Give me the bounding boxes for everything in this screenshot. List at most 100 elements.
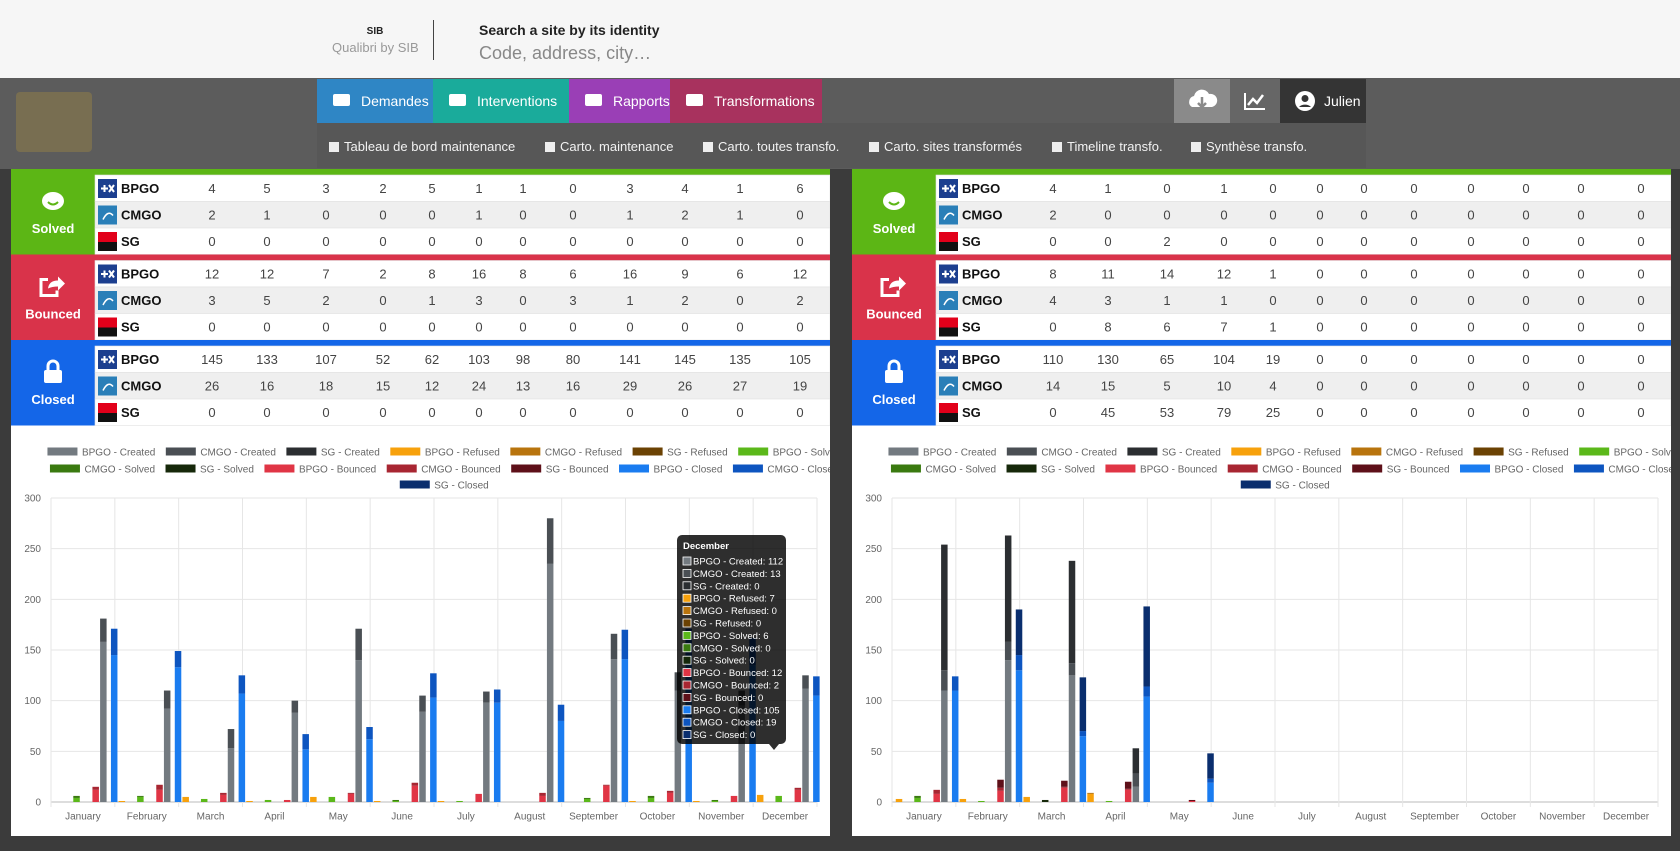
- cell-value: 2: [796, 293, 803, 308]
- cell-value: 29: [623, 379, 637, 394]
- cell-value: 0: [1577, 267, 1584, 282]
- logo: [98, 242, 117, 251]
- nav-tab[interactable]: Demandes: [317, 79, 433, 123]
- legend-swatch: [164, 446, 197, 457]
- bar: [1105, 800, 1113, 802]
- bar: [557, 704, 565, 721]
- legend-item: CMGO - Bounced: [385, 463, 501, 476]
- legend-label: BPGO - Solved: [1614, 448, 1671, 459]
- bar: [1087, 792, 1094, 794]
- cell-value: 0: [1316, 352, 1323, 367]
- bar: [997, 790, 1004, 802]
- cell-value: 0: [1410, 379, 1417, 394]
- cell-value: 26: [678, 379, 692, 394]
- legend-item: BPGO - Solved: [1578, 446, 1680, 459]
- bar: [1004, 535, 1012, 642]
- cell-value: 0: [1410, 208, 1417, 223]
- cell-value: 79: [1217, 405, 1231, 420]
- cell-value: 0: [569, 320, 576, 335]
- cell-value: 0: [1360, 181, 1367, 196]
- bar: [629, 800, 636, 802]
- logo: [943, 298, 955, 306]
- subnav-item[interactable]: Carto. toutes transfo.: [703, 139, 839, 154]
- user-button[interactable]: Julien: [1280, 79, 1366, 123]
- legend-label: CMGO - Closed: [1608, 465, 1671, 476]
- cell-value: 14: [1046, 379, 1060, 394]
- bar: [92, 786, 99, 790]
- cell-value: 0: [1467, 405, 1474, 420]
- row: [935, 201, 1672, 229]
- cell-value: 105: [789, 352, 811, 367]
- row: [94, 260, 831, 288]
- cell-value: 0: [1637, 267, 1644, 282]
- subnav-item[interactable]: Synthèse transfo.: [1191, 139, 1307, 154]
- bar: [1068, 560, 1076, 664]
- tooltip-item: SG - Closed: 0: [693, 730, 755, 741]
- cell-value: 1: [475, 181, 482, 196]
- legend-swatch: [1472, 446, 1505, 457]
- bar: [1207, 753, 1214, 779]
- stats-button[interactable]: [1230, 79, 1280, 123]
- cell-value: 0: [263, 234, 270, 249]
- cell-value: 0: [569, 234, 576, 249]
- cell-value: 2: [681, 208, 688, 223]
- bar: [220, 792, 227, 795]
- bar: [941, 690, 948, 802]
- bar: [1061, 780, 1068, 787]
- legend-item: BPGO - Closed: [618, 463, 722, 476]
- subnav-label: Synthèse transfo.: [1206, 139, 1308, 154]
- nav-tab[interactable]: Transformations: [670, 79, 822, 123]
- bar: [238, 693, 246, 802]
- bar: [156, 784, 163, 790]
- group-label-box: [11, 260, 95, 340]
- bar: [933, 789, 940, 794]
- cell-value: 0: [428, 208, 435, 223]
- bar: [1015, 609, 1023, 656]
- row: [935, 313, 1672, 341]
- cell-value: 12: [205, 267, 219, 282]
- bar: [1132, 773, 1140, 787]
- row: [94, 286, 831, 314]
- brand[interactable]: Qualibri by SIB: [332, 40, 419, 55]
- tooltip-item: SG - Solved: 0: [693, 656, 755, 667]
- tab-icon: [686, 94, 703, 106]
- subnav-item[interactable]: Carto. maintenance: [545, 139, 673, 154]
- tooltip-caret: [769, 744, 779, 750]
- cell-value: 0: [1316, 181, 1323, 196]
- legend-label: SG - Created: [1162, 448, 1221, 459]
- subnav-icon: [703, 142, 713, 152]
- download-button[interactable]: [1174, 79, 1230, 123]
- cell-value: 1: [519, 181, 526, 196]
- bar: [366, 739, 373, 802]
- legend-swatch: [1230, 446, 1263, 457]
- group-label-box: [852, 260, 936, 340]
- bar: [118, 800, 126, 802]
- bar: [483, 691, 490, 703]
- search-input[interactable]: Code, address, city…: [479, 43, 652, 63]
- nav-tab[interactable]: Interventions: [433, 79, 569, 123]
- cell-value: 0: [208, 405, 215, 420]
- cell-value: 0: [1316, 405, 1323, 420]
- group-strip: [11, 340, 830, 346]
- x-tick-label: January: [65, 812, 101, 823]
- nav-tab[interactable]: Rapports: [569, 79, 670, 123]
- legend-swatch: [510, 463, 543, 474]
- cell-value: 3: [208, 293, 215, 308]
- subnav-item[interactable]: Tableau de bord maintenance: [329, 139, 515, 154]
- bar: [1061, 786, 1068, 788]
- subnav-label: Tableau de bord maintenance: [344, 139, 516, 154]
- subnav-item[interactable]: Timeline transfo.: [1052, 139, 1163, 154]
- row-name: CMGO: [121, 208, 161, 223]
- tooltip-swatch: [682, 606, 692, 616]
- bar: [92, 789, 99, 802]
- cell-value: 0: [736, 234, 743, 249]
- cell-value: 0: [379, 208, 386, 223]
- cell-value: 11: [1101, 267, 1115, 282]
- legend-label: BPGO - Refused: [425, 448, 500, 459]
- subnav-item[interactable]: Carto. sites transformés: [869, 139, 1022, 154]
- bar: [621, 659, 629, 802]
- legend-swatch: [509, 446, 542, 457]
- bar: [302, 749, 309, 802]
- tooltip-swatch: [682, 581, 692, 591]
